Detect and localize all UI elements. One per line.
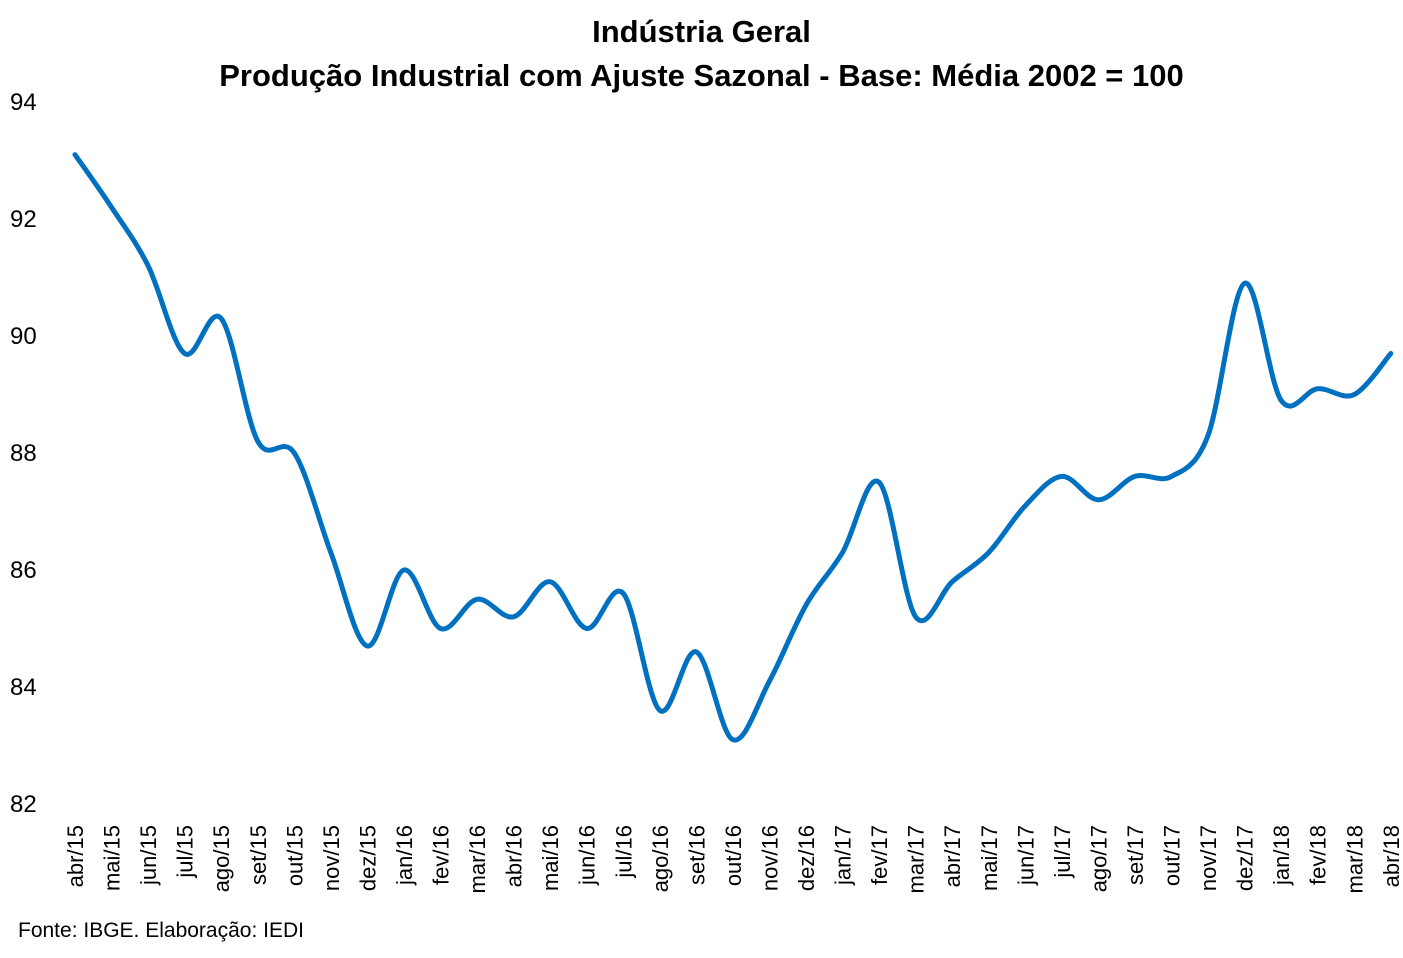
x-tick-label: nov/15 — [319, 825, 344, 891]
x-tick-label: nov/16 — [757, 825, 782, 891]
data-point — [804, 603, 809, 608]
x-tick-label: abr/15 — [63, 825, 88, 887]
data-point — [73, 152, 78, 157]
x-tick-label: jun/17 — [1013, 825, 1038, 886]
x-tick-label: ago/17 — [1086, 825, 1111, 892]
x-tick-label: mai/16 — [538, 825, 563, 891]
data-point — [548, 579, 553, 584]
x-tick-label: mai/15 — [100, 825, 125, 891]
data-point — [182, 351, 187, 356]
x-tick-label: jul/16 — [611, 825, 636, 879]
data-point — [1388, 351, 1393, 356]
y-tick-label: 84 — [10, 674, 37, 701]
chart-title: Indústria Geral — [592, 14, 811, 49]
data-point — [1315, 386, 1320, 391]
data-point — [1206, 433, 1211, 438]
data-point — [950, 579, 955, 584]
data-point — [621, 591, 626, 596]
x-tick-label: jul/15 — [173, 825, 198, 879]
x-tick-label: mai/17 — [977, 825, 1002, 891]
data-point — [657, 708, 662, 713]
x-tick-label: dez/15 — [355, 825, 380, 891]
data-point — [219, 316, 224, 321]
data-point — [840, 550, 845, 555]
x-tick-label: out/17 — [1160, 825, 1185, 886]
x-tick-label: abr/17 — [940, 825, 965, 887]
data-point — [475, 597, 480, 602]
data-point — [877, 480, 882, 485]
x-tick-label: nov/17 — [1196, 825, 1221, 891]
y-tick-label: 86 — [10, 557, 37, 584]
x-tick-label: jan/17 — [831, 825, 856, 886]
x-tick-label: set/16 — [684, 825, 709, 885]
x-tick-label: dez/16 — [794, 825, 819, 891]
data-point — [511, 614, 516, 619]
y-tick-label: 92 — [10, 206, 37, 233]
data-point — [1096, 497, 1101, 502]
x-tick-label: out/16 — [721, 825, 746, 886]
data-point — [1132, 474, 1137, 479]
x-tick-label: abr/16 — [502, 825, 527, 887]
data-point — [328, 550, 333, 555]
x-tick-label: set/17 — [1123, 825, 1148, 885]
data-point — [146, 263, 151, 268]
x-tick-label: set/15 — [246, 825, 271, 885]
x-tick-label: abr/18 — [1379, 825, 1403, 887]
data-point — [365, 644, 370, 649]
series-line — [72, 152, 1394, 743]
data-point — [1059, 474, 1064, 479]
data-point — [767, 679, 772, 684]
y-tick-label: 82 — [10, 791, 37, 818]
data-point — [986, 550, 991, 555]
y-tick-label: 88 — [10, 440, 37, 467]
x-tick-label: jan/16 — [392, 825, 417, 886]
x-tick-label: fev/18 — [1306, 825, 1331, 885]
x-tick-label: fev/16 — [429, 825, 454, 885]
data-point — [913, 614, 918, 619]
data-point — [694, 649, 699, 654]
y-tick-label: 90 — [10, 323, 37, 350]
data-point — [292, 451, 297, 456]
data-point — [584, 626, 589, 631]
y-tick-label: 94 — [10, 89, 37, 116]
data-point — [1279, 398, 1284, 403]
x-tick-label: jun/15 — [136, 825, 161, 886]
x-tick-label: mar/18 — [1342, 825, 1367, 893]
x-tick-label: jun/16 — [575, 825, 600, 886]
x-tick-label: ago/16 — [648, 825, 673, 892]
x-tick-label: out/15 — [282, 825, 307, 886]
x-tick-label: ago/15 — [209, 825, 234, 892]
chart-subtitle: Produção Industrial com Ajuste Sazonal -… — [219, 58, 1184, 93]
x-tick-label: jul/17 — [1050, 825, 1075, 879]
data-point — [1242, 281, 1247, 286]
data-point — [1352, 392, 1357, 397]
data-point — [255, 439, 260, 444]
x-tick-label: dez/17 — [1233, 825, 1258, 891]
line-chart: 82 84 86 88 90 92 94 abr/15 mai/15 jun/15 jul/15 ag… — [10, 89, 1403, 893]
data-point — [109, 205, 114, 210]
x-tick-label: mar/17 — [904, 825, 929, 893]
data-point — [438, 626, 443, 631]
source-note: Fonte: IBGE. Elaboração: IEDI — [18, 919, 304, 942]
data-point — [730, 737, 735, 742]
data-point — [401, 568, 406, 573]
data-point — [1169, 474, 1174, 479]
data-point — [1023, 503, 1028, 508]
x-tick-label: jan/18 — [1269, 825, 1294, 886]
x-tick-label: fev/17 — [867, 825, 892, 885]
x-tick-label: mar/16 — [465, 825, 490, 893]
